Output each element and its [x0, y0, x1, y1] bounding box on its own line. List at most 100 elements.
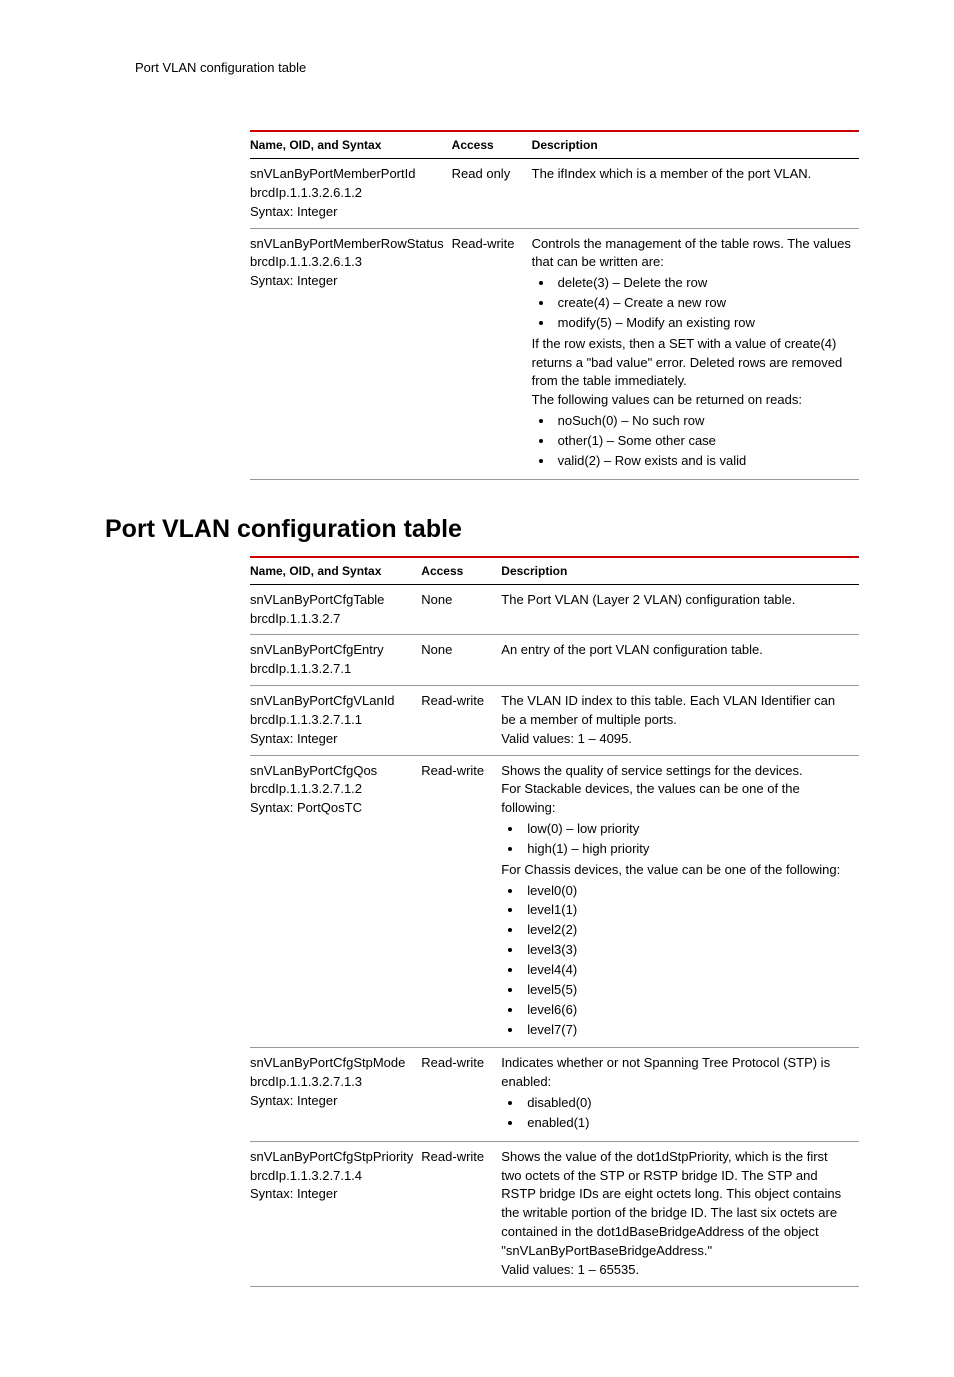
cell-name: snVLanByPortCfgTable brcdIp.1.1.3.2.7 [250, 584, 421, 635]
oid-syntax: Syntax: Integer [250, 1092, 413, 1111]
list-item: low(0) – low priority [523, 820, 851, 839]
cell-access: None [421, 635, 501, 686]
table-row: snVLanByPortCfgStpMode brcdIp.1.1.3.2.7.… [250, 1048, 859, 1141]
desc-text: If the row exists, then a SET with a val… [532, 335, 851, 392]
list-item: level2(2) [523, 921, 851, 940]
table-header-row: Name, OID, and Syntax Access Description [250, 131, 859, 159]
col-header-description: Description [501, 557, 859, 585]
col-header-name: Name, OID, and Syntax [250, 131, 452, 159]
list-item: enabled(1) [523, 1114, 851, 1133]
col-header-access: Access [452, 131, 532, 159]
table-row: snVLanByPortCfgTable brcdIp.1.1.3.2.7 No… [250, 584, 859, 635]
oid-name: snVLanByPortMemberRowStatus [250, 235, 444, 254]
desc-text: The VLAN ID index to this table. Each VL… [501, 692, 851, 730]
col-header-name: Name, OID, and Syntax [250, 557, 421, 585]
oid-path: brcdIp.1.1.3.2.7.1.3 [250, 1073, 413, 1092]
oid-path: brcdIp.1.1.3.2.7.1 [250, 660, 413, 679]
oid-path: brcdIp.1.1.3.2.6.1.3 [250, 253, 444, 272]
list-item: valid(2) – Row exists and is valid [554, 452, 851, 471]
desc-text: Shows the quality of service settings fo… [501, 762, 851, 781]
desc-text: The ifIndex which is a member of the por… [532, 165, 851, 184]
list-item: level7(7) [523, 1021, 851, 1040]
oid-path: brcdIp.1.1.3.2.6.1.2 [250, 184, 444, 203]
oid-syntax: Syntax: Integer [250, 272, 444, 291]
cell-name: snVLanByPortCfgEntry brcdIp.1.1.3.2.7.1 [250, 635, 421, 686]
oid-name: snVLanByPortMemberPortId [250, 165, 444, 184]
cell-description: The VLAN ID index to this table. Each VL… [501, 686, 859, 756]
list-item: level4(4) [523, 961, 851, 980]
desc-text: For Stackable devices, the values can be… [501, 780, 851, 818]
oid-syntax: Syntax: Integer [250, 203, 444, 222]
list-item: delete(3) – Delete the row [554, 274, 851, 293]
page-header: Port VLAN configuration table [135, 60, 859, 75]
table-row: snVLanByPortMemberPortId brcdIp.1.1.3.2.… [250, 159, 859, 229]
cell-name: snVLanByPortCfgQos brcdIp.1.1.3.2.7.1.2 … [250, 755, 421, 1048]
list-item: level0(0) [523, 882, 851, 901]
cell-name: snVLanByPortCfgStpMode brcdIp.1.1.3.2.7.… [250, 1048, 421, 1141]
desc-text: Indicates whether or not Spanning Tree P… [501, 1054, 851, 1092]
col-header-description: Description [532, 131, 859, 159]
list-item: modify(5) – Modify an existing row [554, 314, 851, 333]
cell-name: snVLanByPortMemberRowStatus brcdIp.1.1.3… [250, 228, 452, 479]
cell-description: An entry of the port VLAN configuration … [501, 635, 859, 686]
oid-name: snVLanByPortCfgVLanId [250, 692, 413, 711]
bullet-list: disabled(0) enabled(1) [501, 1094, 851, 1133]
cell-description: The ifIndex which is a member of the por… [532, 159, 859, 229]
table-header-row: Name, OID, and Syntax Access Description [250, 557, 859, 585]
cell-description: The Port VLAN (Layer 2 VLAN) configurati… [501, 584, 859, 635]
desc-text: Valid values: 1 – 65535. [501, 1261, 851, 1280]
cell-access: None [421, 584, 501, 635]
cell-access: Read only [452, 159, 532, 229]
col-header-access: Access [421, 557, 501, 585]
list-item: other(1) – Some other case [554, 432, 851, 451]
oid-name: snVLanByPortCfgStpMode [250, 1054, 413, 1073]
oid-syntax: Syntax: PortQosTC [250, 799, 413, 818]
cell-access: Read-write [421, 686, 501, 756]
list-item: level6(6) [523, 1001, 851, 1020]
desc-text: Shows the value of the dot1dStpPriority,… [501, 1148, 851, 1261]
oid-path: brcdIp.1.1.3.2.7.1.2 [250, 780, 413, 799]
list-item: level1(1) [523, 901, 851, 920]
desc-text: An entry of the port VLAN configuration … [501, 641, 851, 660]
cell-access: Read-write [452, 228, 532, 479]
table-row: snVLanByPortCfgVLanId brcdIp.1.1.3.2.7.1… [250, 686, 859, 756]
table-row: snVLanByPortMemberRowStatus brcdIp.1.1.3… [250, 228, 859, 479]
cell-name: snVLanByPortMemberPortId brcdIp.1.1.3.2.… [250, 159, 452, 229]
list-item: level3(3) [523, 941, 851, 960]
cell-description: Indicates whether or not Spanning Tree P… [501, 1048, 859, 1141]
list-item: high(1) – high priority [523, 840, 851, 859]
oid-name: snVLanByPortCfgQos [250, 762, 413, 781]
table-row: snVLanByPortCfgEntry brcdIp.1.1.3.2.7.1 … [250, 635, 859, 686]
desc-text: The following values can be returned on … [532, 391, 851, 410]
bullet-list: low(0) – low priority high(1) – high pri… [501, 820, 851, 859]
bullet-list: level0(0) level1(1) level2(2) level3(3) … [501, 882, 851, 1040]
cell-access: Read-write [421, 755, 501, 1048]
table-member: Name, OID, and Syntax Access Description… [250, 130, 859, 480]
cell-description: Controls the management of the table row… [532, 228, 859, 479]
table-row: snVLanByPortCfgStpPriority brcdIp.1.1.3.… [250, 1141, 859, 1286]
oid-path: brcdIp.1.1.3.2.7.1.1 [250, 711, 413, 730]
oid-syntax: Syntax: Integer [250, 1185, 413, 1204]
cell-name: snVLanByPortCfgStpPriority brcdIp.1.1.3.… [250, 1141, 421, 1286]
oid-name: snVLanByPortCfgEntry [250, 641, 413, 660]
list-item: disabled(0) [523, 1094, 851, 1113]
oid-name: snVLanByPortCfgTable [250, 591, 413, 610]
bullet-list: noSuch(0) – No such row other(1) – Some … [532, 412, 851, 471]
list-item: create(4) – Create a new row [554, 294, 851, 313]
table-row: snVLanByPortCfgQos brcdIp.1.1.3.2.7.1.2 … [250, 755, 859, 1048]
desc-text: Controls the management of the table row… [532, 235, 851, 273]
cell-name: snVLanByPortCfgVLanId brcdIp.1.1.3.2.7.1… [250, 686, 421, 756]
desc-text: Valid values: 1 – 4095. [501, 730, 851, 749]
oid-path: brcdIp.1.1.3.2.7.1.4 [250, 1167, 413, 1186]
table-config: Name, OID, and Syntax Access Description… [250, 556, 859, 1287]
oid-path: brcdIp.1.1.3.2.7 [250, 610, 413, 629]
desc-text: For Chassis devices, the value can be on… [501, 861, 851, 880]
cell-description: Shows the quality of service settings fo… [501, 755, 859, 1048]
cell-access: Read-write [421, 1141, 501, 1286]
oid-syntax: Syntax: Integer [250, 730, 413, 749]
list-item: noSuch(0) – No such row [554, 412, 851, 431]
cell-access: Read-write [421, 1048, 501, 1141]
oid-name: snVLanByPortCfgStpPriority [250, 1148, 413, 1167]
cell-description: Shows the value of the dot1dStpPriority,… [501, 1141, 859, 1286]
list-item: level5(5) [523, 981, 851, 1000]
